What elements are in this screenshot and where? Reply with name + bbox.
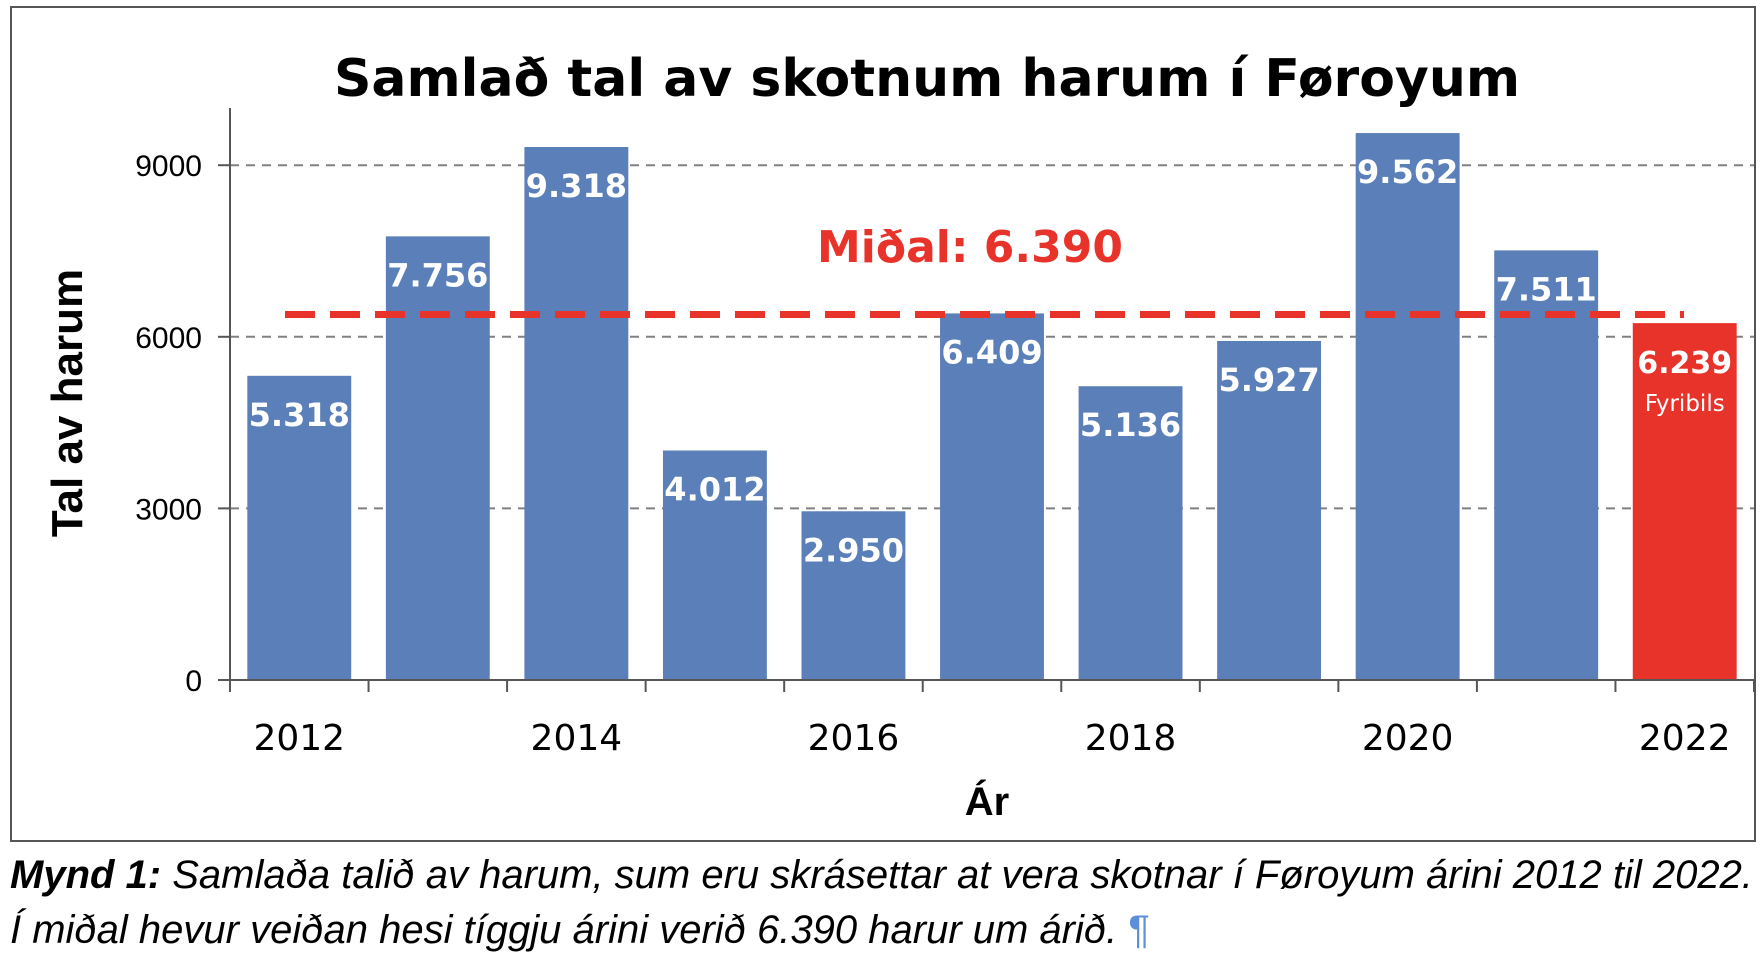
bar-2015 [662, 450, 767, 680]
bar-2017 [940, 313, 1044, 680]
data-label-2018: 5.136 [1080, 406, 1181, 444]
caption-lead: Mynd 1: [10, 853, 162, 897]
x-tick-label: 2018 [1085, 718, 1177, 759]
data-label-2019: 5.927 [1218, 361, 1319, 399]
data-label-2013: 7.756 [387, 256, 488, 294]
x-tick-label: 2020 [1362, 718, 1454, 759]
caption-text: Samlaða talið av harum, sum eru skrásett… [10, 853, 1753, 952]
bar-2022 [1632, 323, 1737, 680]
chart-frame: Samlað tal av skotnum harum í Føroyum Ta… [10, 6, 1756, 842]
data-sublabel-2022: Fyribils [1645, 391, 1725, 417]
data-label-2014: 9.318 [526, 167, 627, 205]
mean-label: Miðal: 6.390 [817, 222, 1123, 273]
bar-2012 [247, 375, 352, 680]
data-label-2016: 2.950 [803, 531, 904, 569]
data-label-2012: 5.318 [249, 396, 350, 434]
bar-chart: Samlað tal av skotnum harum í Føroyum Ta… [43, 49, 1754, 824]
y-tick-label: 0 [185, 665, 202, 698]
bar-2021 [1494, 250, 1599, 681]
x-tick-label: 2012 [253, 718, 345, 759]
data-label-2022: 6.239 [1637, 346, 1732, 381]
y-axis-label: Tal av harum [43, 269, 92, 537]
pilcrow-mark: ¶ [1128, 908, 1150, 952]
x-tick-label: 2016 [808, 718, 900, 759]
figure-caption: Mynd 1: Samlaða talið av harum, sum eru … [10, 848, 1755, 958]
y-tick-label: 9000 [135, 150, 202, 183]
bar-2020 [1355, 133, 1460, 680]
bar-2019 [1217, 340, 1322, 680]
data-label-2017: 6.409 [941, 333, 1042, 371]
data-label-2021: 7.511 [1496, 270, 1597, 308]
y-tick-label: 3000 [135, 493, 202, 526]
bar-2014 [524, 147, 629, 681]
x-tick-label: 2022 [1639, 718, 1731, 759]
chart-title: Samlað tal av skotnum harum í Føroyum [334, 49, 1520, 109]
bar-2013 [385, 236, 490, 680]
x-tick-label: 2014 [531, 718, 623, 759]
data-label-2020: 9.562 [1357, 153, 1458, 191]
data-label-2015: 4.012 [664, 471, 765, 509]
y-tick-label: 6000 [135, 322, 202, 355]
x-axis-label: Ár [965, 779, 1009, 824]
bar-2016 [801, 511, 906, 680]
bar-2018 [1078, 386, 1183, 680]
